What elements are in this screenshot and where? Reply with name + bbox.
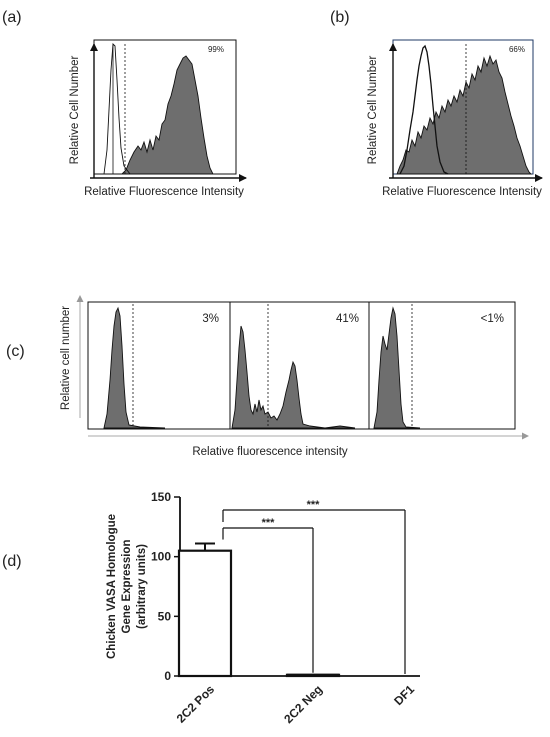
panel-d-category-label: 2C2 Pos: [174, 682, 218, 726]
panel-d-ylabel-line: Gene Expression: [121, 540, 133, 634]
panel-b-percent: 66%: [509, 45, 525, 54]
panel-b: (b) 66% Relative Cell Number Relative Fl…: [330, 9, 543, 198]
panel-d-bars: 2C2 Pos 2C2 Neg DF1: [174, 542, 417, 726]
panel-b-xlabel: Relative Fluorescence Intensity: [382, 186, 542, 198]
panel-d-category-label: 2C2 Neg: [281, 682, 325, 726]
panel-d-significance-label: ***: [307, 499, 321, 511]
panel-c1-histogram: [103, 306, 166, 429]
panel-c1-percent: 3%: [202, 313, 219, 325]
panel-b-ylabel: Relative Cell Number: [367, 56, 379, 165]
panel-d-ytick-label: 100: [151, 550, 171, 564]
panel-d-ytick-label: 50: [158, 609, 172, 623]
panel-c2-histogram: [231, 325, 356, 429]
panel-b-control-line: [399, 44, 449, 175]
panel-d-category-label: DF1: [391, 682, 417, 708]
panel-c-ylabel: Relative cell number: [60, 306, 72, 410]
panel-d-label: (d): [2, 553, 22, 570]
panel-c3-percent: <1%: [481, 313, 504, 325]
panel-c2-percent: 41%: [336, 313, 359, 325]
panel-a-histogram: [120, 55, 214, 175]
panel-d-bar: [177, 549, 233, 678]
panel-d-ytick-label: 150: [151, 490, 171, 504]
panel-c: (c) Relative cell number Relative fluore…: [6, 295, 529, 458]
panel-d: (d) Chicken VASA Homologue Gene Expressio…: [2, 490, 420, 726]
panel-a-control-line: [103, 42, 131, 175]
panel-d-ylabel-line: (arbitrary units): [136, 544, 148, 629]
panel-c-label: (c): [6, 343, 25, 360]
panel-a-label: (a): [2, 9, 22, 26]
panel-b-label: (b): [330, 9, 350, 26]
panel-d-ylabel-line: Chicken VASA Homologue: [106, 514, 118, 659]
panel-a-ylabel: Relative Cell Number: [69, 56, 81, 165]
panel-d-significance-label: ***: [262, 517, 276, 529]
panel-c-xlabel: Relative fluorescence intensity: [192, 446, 348, 458]
panel-c3-frame: [368, 301, 516, 430]
panel-a: (a) 99% Relative Cell Number Relative Fl…: [2, 9, 247, 198]
panel-d-ylabel: Chicken VASA Homologue Gene Expression (ar…: [106, 514, 148, 659]
panel-a-xlabel: Relative Fluorescence Intensity: [84, 186, 244, 198]
panel-d-significance: *** ***: [222, 499, 406, 674]
panel-a-percent: 99%: [208, 45, 224, 54]
panel-b-histogram: [396, 54, 533, 175]
panel-c3-histogram: [373, 306, 421, 429]
panel-d-ytick-label: 0: [164, 669, 171, 683]
